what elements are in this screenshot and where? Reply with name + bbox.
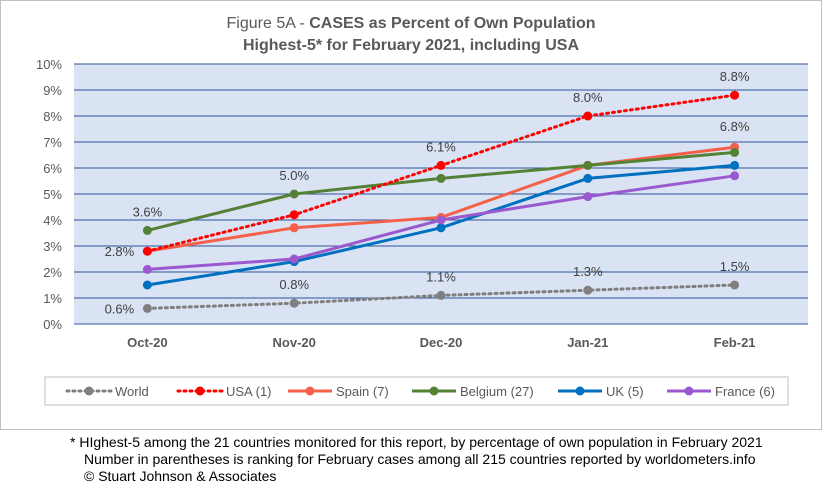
data-point-uk-5 bbox=[142, 280, 152, 290]
data-label: 6.1% bbox=[426, 139, 456, 154]
legend-marker-spain-7 bbox=[305, 386, 315, 396]
legend-label-uk-5: UK (5) bbox=[606, 384, 644, 399]
data-point-uk-5 bbox=[436, 223, 446, 233]
data-label: 6.8% bbox=[720, 119, 750, 134]
legend-label-france-6: France (6) bbox=[715, 384, 775, 399]
data-point-france-6 bbox=[142, 264, 152, 274]
y-tick-label: 2% bbox=[43, 265, 62, 280]
data-point-france-6 bbox=[436, 215, 446, 225]
x-tick-label: Jan-21 bbox=[567, 335, 608, 350]
chart-subtitle: Highest-5* for February 2021, including … bbox=[243, 37, 580, 54]
data-label: 5.0% bbox=[279, 168, 309, 183]
data-label: 1.3% bbox=[573, 264, 603, 279]
data-point-belgium-27 bbox=[142, 225, 152, 235]
data-point-france-6 bbox=[730, 171, 740, 181]
data-label: 0.8% bbox=[279, 277, 309, 292]
data-point-usa-1 bbox=[583, 111, 593, 121]
footnotes: * HIghest-5 among the 21 countries monit… bbox=[70, 434, 763, 485]
data-label: 3.6% bbox=[133, 204, 163, 219]
footnote-copyright: © Stuart Johnson & Associates bbox=[84, 468, 277, 484]
data-label: 1.1% bbox=[426, 269, 456, 284]
data-point-uk-5 bbox=[730, 160, 740, 170]
data-label: 8.0% bbox=[573, 90, 603, 105]
data-point-usa-1 bbox=[730, 90, 740, 100]
legend-marker-belgium-27 bbox=[429, 386, 439, 396]
legend-marker-world bbox=[84, 386, 94, 396]
data-point-world bbox=[436, 290, 446, 300]
legend-label-world: World bbox=[115, 384, 149, 399]
data-point-belgium-27 bbox=[289, 189, 299, 199]
data-point-belgium-27 bbox=[583, 160, 593, 170]
x-tick-label: Nov-20 bbox=[273, 335, 316, 350]
footnote-highest-5: * HIghest-5 among the 21 countries monit… bbox=[70, 434, 763, 450]
x-tick-label: Dec-20 bbox=[420, 335, 463, 350]
data-point-world bbox=[142, 303, 152, 313]
legend-label-belgium-27: Belgium (27) bbox=[460, 384, 534, 399]
data-point-france-6 bbox=[583, 192, 593, 202]
y-tick-label: 4% bbox=[43, 213, 62, 228]
data-label: 0.6% bbox=[105, 301, 135, 316]
y-tick-label: 5% bbox=[43, 187, 62, 202]
y-tick-label: 9% bbox=[43, 83, 62, 98]
legend-marker-usa-1 bbox=[195, 386, 205, 396]
data-label: 1.5% bbox=[720, 259, 750, 274]
data-point-usa-1 bbox=[436, 160, 446, 170]
data-point-uk-5 bbox=[583, 173, 593, 183]
y-tick-label: 3% bbox=[43, 239, 62, 254]
data-point-belgium-27 bbox=[436, 173, 446, 183]
data-point-usa-1 bbox=[289, 210, 299, 220]
data-point-france-6 bbox=[289, 254, 299, 264]
data-point-usa-1 bbox=[142, 246, 152, 256]
data-point-world bbox=[583, 285, 593, 295]
data-point-spain-7 bbox=[289, 223, 299, 233]
y-tick-label: 10% bbox=[36, 57, 62, 72]
y-tick-label: 0% bbox=[43, 317, 62, 332]
y-tick-label: 6% bbox=[43, 161, 62, 176]
legend-marker-uk-5 bbox=[575, 386, 585, 396]
y-tick-label: 8% bbox=[43, 109, 62, 124]
data-point-world bbox=[730, 280, 740, 290]
y-tick-label: 1% bbox=[43, 291, 62, 306]
y-tick-label: 7% bbox=[43, 135, 62, 150]
x-tick-label: Oct-20 bbox=[127, 335, 167, 350]
data-label: 2.8% bbox=[105, 244, 135, 259]
line-chart: Figure 5A - CASES as Percent of Own Popu… bbox=[36, 15, 808, 406]
legend-label-spain-7: Spain (7) bbox=[336, 384, 389, 399]
data-point-world bbox=[289, 298, 299, 308]
legend-label-usa-1: USA (1) bbox=[226, 384, 272, 399]
x-tick-label: Feb-21 bbox=[714, 335, 756, 350]
chart-title: Figure 5A - CASES as Percent of Own Popu… bbox=[227, 15, 596, 32]
data-label: 8.8% bbox=[720, 69, 750, 84]
data-point-belgium-27 bbox=[730, 147, 740, 157]
footnote-ranking: Number in parentheses is ranking for Feb… bbox=[84, 451, 756, 467]
legend-marker-france-6 bbox=[684, 386, 694, 396]
